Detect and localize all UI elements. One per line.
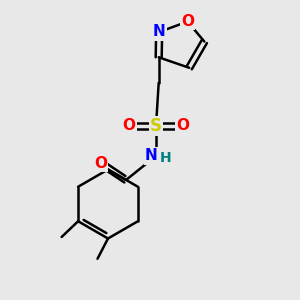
Text: S: S bbox=[150, 117, 162, 135]
Text: O: O bbox=[122, 118, 136, 134]
Text: O: O bbox=[176, 118, 190, 134]
Text: O: O bbox=[94, 156, 107, 171]
Text: N: N bbox=[145, 148, 158, 164]
Text: N: N bbox=[153, 25, 166, 40]
Text: O: O bbox=[181, 14, 194, 29]
Text: H: H bbox=[160, 151, 171, 164]
